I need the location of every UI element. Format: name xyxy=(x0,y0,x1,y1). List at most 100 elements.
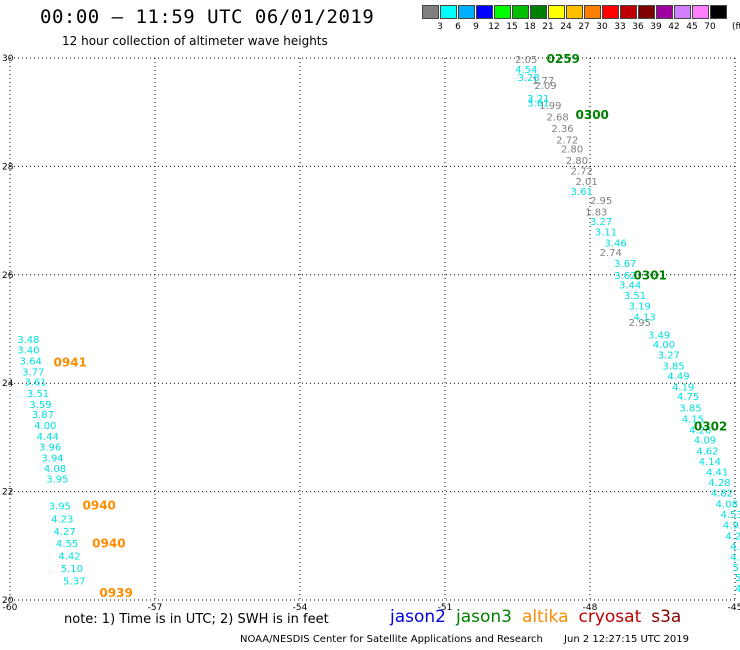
wave-height-value: 3.62 xyxy=(614,271,636,282)
pass-time-label: 0939 xyxy=(99,586,132,600)
wave-height-value: 4.82 xyxy=(711,489,733,500)
wave-height-value: 4.92 xyxy=(723,521,740,532)
map-grid xyxy=(9,57,736,601)
legend-label: 18 xyxy=(524,22,536,32)
satellite-s3a: s3a xyxy=(651,607,682,627)
pass-time-label: 0301 xyxy=(634,268,667,282)
wave-height-value: 4.9 xyxy=(735,584,740,595)
wave-height-value: 4.23 xyxy=(51,515,73,526)
wave-height-value: 2.09 xyxy=(534,81,556,92)
wave-height-value: 2.80 xyxy=(566,156,588,167)
pass-time-labels: 0259 0300 0301 0302 0941 0940 0940 0939 xyxy=(54,52,728,600)
wave-height-value: 4.13 xyxy=(634,313,656,324)
wave-height-value: 3.61 xyxy=(25,378,47,389)
legend-label: 9 xyxy=(473,22,479,32)
wave-height-value: 3.87 xyxy=(32,410,54,421)
pass-time-label: 0259 xyxy=(547,52,580,66)
legend-label: 45 xyxy=(686,22,698,32)
wave-height-value: 2.72 xyxy=(571,167,593,178)
pass-time-label: 0300 xyxy=(576,108,609,122)
wave-height-value: 4.41 xyxy=(706,468,728,479)
y-tick-label: 20 xyxy=(2,596,14,606)
wave-height-value: 3.27 xyxy=(590,217,612,228)
wave-height-value: 5.0 xyxy=(735,573,740,584)
wave-height-value: 4.00 xyxy=(34,421,56,432)
y-tick-label: 22 xyxy=(2,488,13,498)
x-tick-label: -48 xyxy=(583,603,598,613)
wave-height-value: 4.08 xyxy=(44,464,66,475)
wave-height-value: 3.95 xyxy=(49,502,71,513)
wave-height-value: 4.53 xyxy=(721,510,740,521)
legend-label: 33 xyxy=(614,22,626,32)
legend-swatch xyxy=(602,5,619,19)
legend-swatch xyxy=(476,5,493,19)
pass-time-label: 0940 xyxy=(83,499,116,513)
legend-label: 42 xyxy=(668,22,680,32)
legend-swatch xyxy=(674,5,691,19)
wave-height-value: 5.37 xyxy=(63,576,85,587)
wave-height-value: 3.46 xyxy=(605,238,627,249)
chart-subtitle: 12 hour collection of altimeter wave hei… xyxy=(62,34,328,48)
legend-label: 24 xyxy=(560,22,572,32)
wave-height-value: 3.19 xyxy=(629,302,651,313)
axis-ticks: -60 -57 -54 -51 -48 -45 30 28 26 24 22 20 xyxy=(2,54,740,613)
legend-swatch xyxy=(638,5,655,19)
footer: NOAA/NESDIS Center for Satellite Applica… xyxy=(240,634,689,645)
wave-height-value: 3.40 xyxy=(17,346,39,357)
legend-label: 15 xyxy=(506,22,518,32)
wave-height-value: 1.83 xyxy=(585,207,607,218)
x-tick-label: -51 xyxy=(438,603,453,613)
wave-height-value: 4.28 xyxy=(708,478,730,489)
x-tick-label: -45 xyxy=(728,603,740,613)
wave-height-value: 4.49 xyxy=(667,372,689,383)
wave-height-value: 3.49 xyxy=(648,330,670,341)
wave-height-value: 2.68 xyxy=(547,113,569,124)
wave-height-value: 4.93 xyxy=(730,542,740,553)
wave-height-value: 3.44 xyxy=(619,281,641,292)
wave-height-points: 2.051.772.091.992.682.362.722.802.802.72… xyxy=(17,55,740,595)
legend-unit: (ft) xyxy=(732,22,740,32)
wave-height-value: 3.27 xyxy=(658,350,680,361)
wave-height-value: 4.27 xyxy=(54,527,76,538)
wave-height-value: 4.14 xyxy=(699,457,721,468)
wave-height-value: 3.51 xyxy=(27,389,49,400)
wave-height-value: 4.09 xyxy=(694,436,716,447)
legend-label: 70 xyxy=(704,22,716,32)
satellite-jason3: jason3 xyxy=(456,607,512,627)
wave-height-value: 3.21 xyxy=(527,94,549,105)
wave-height-value: 4.26 xyxy=(689,425,711,436)
satellite-jason2: jason2 xyxy=(390,607,446,627)
wave-height-value: 3.28 xyxy=(518,73,540,84)
x-tick-label: -57 xyxy=(148,603,163,613)
wave-height-value: 4.42 xyxy=(58,552,80,563)
wave-height-value: 1.77 xyxy=(532,76,554,87)
wave-height-value: 3.59 xyxy=(29,400,51,411)
legend-swatches xyxy=(422,5,728,19)
legend-swatch xyxy=(440,5,457,19)
note-text: note: 1) Time is in UTC; 2) SWH is in fe… xyxy=(64,612,329,627)
wave-height-value: 3.61 xyxy=(571,187,593,198)
footer-timestamp: Jun 2 12:27:15 UTC 2019 xyxy=(564,634,689,645)
legend-label: 6 xyxy=(455,22,461,32)
legend-labels: 3 6 9 12 15 18 21 24 27 30 33 36 39 42 45 70 xyxy=(422,22,740,36)
satellite-cryosat: cryosat xyxy=(578,607,642,627)
wave-height-value: 2.95 xyxy=(629,318,651,329)
legend-label: 36 xyxy=(632,22,644,32)
wave-height-value: 3.67 xyxy=(614,259,636,270)
wave-height-value: 2.74 xyxy=(600,248,622,259)
wave-height-value: 1.99 xyxy=(539,101,561,112)
wave-height-value: 3.85 xyxy=(663,361,685,372)
legend-label: 30 xyxy=(596,22,608,32)
wave-height-value: 4.54 xyxy=(515,65,537,76)
wave-height-value: 2.05 xyxy=(515,55,537,66)
legend-label: 3 xyxy=(437,22,443,32)
wave-height-value: 3.96 xyxy=(39,443,61,454)
legend-swatch xyxy=(656,5,673,19)
wave-height-value: 3.95 xyxy=(46,475,68,486)
legend-label: 21 xyxy=(542,22,554,32)
wave-height-value: 2.36 xyxy=(551,124,573,135)
satellite-legend: jason2 jason3 altika cryosat s3a xyxy=(390,607,691,627)
legend-swatch xyxy=(548,5,565,19)
